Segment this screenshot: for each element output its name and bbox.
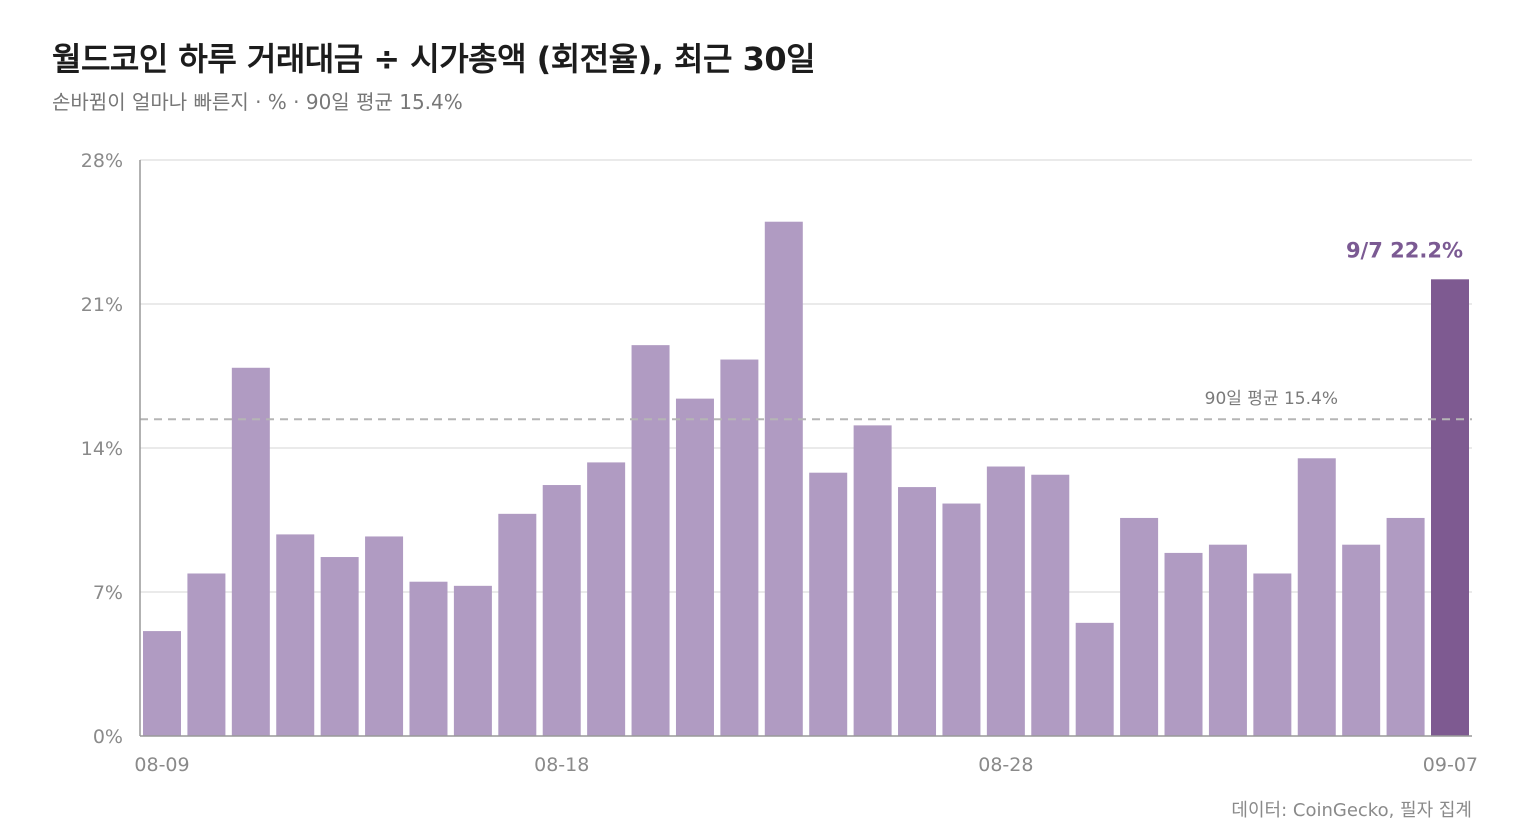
bar <box>1075 622 1114 736</box>
x-tick-label: 08-28 <box>978 754 1033 776</box>
x-tick-label: 08-18 <box>534 754 589 776</box>
bar <box>1253 573 1292 736</box>
bar <box>587 462 626 736</box>
bar <box>276 534 315 736</box>
bar <box>365 536 404 736</box>
y-tick-label: 21% <box>81 294 123 316</box>
y-tick-label: 14% <box>81 438 123 460</box>
y-tick-label: 28% <box>81 150 123 172</box>
x-tick-label: 09-07 <box>1423 754 1478 776</box>
grid-lines <box>140 159 1472 593</box>
chart-subtitle: 손바뀜이 얼마나 빠른지 · % · 90일 평균 15.4% <box>52 90 463 114</box>
bar <box>231 367 270 736</box>
bar <box>320 557 359 736</box>
highlight-bar <box>1431 279 1469 736</box>
chart-title: 월드코인 하루 거래대금 ÷ 시가총액 (회전율), 최근 30일 <box>52 40 816 78</box>
average-label: 90일 평균 15.4% <box>1205 389 1338 409</box>
bar <box>1342 544 1381 736</box>
bar <box>1164 552 1203 736</box>
y-tick-label: 0% <box>93 726 123 748</box>
bar <box>986 466 1025 736</box>
bar <box>898 487 937 736</box>
bar <box>809 472 848 736</box>
bar <box>764 221 803 736</box>
x-tick-label: 08-09 <box>134 754 189 776</box>
average-line-group: 90일 평균 15.4% 9/7 22.2% <box>140 238 1472 421</box>
bar <box>187 573 226 736</box>
bar <box>453 585 492 736</box>
bar <box>1208 544 1247 736</box>
bar <box>1386 517 1425 736</box>
bar <box>720 359 759 736</box>
data-source-note: 데이터: CoinGecko, 필자 집계 <box>1231 800 1472 821</box>
bar <box>143 631 181 736</box>
bar <box>498 513 537 736</box>
bar <box>942 503 981 736</box>
axes: 0% 7% 14% 21% 28% 08-09 08-18 08-28 09-07 <box>81 150 1478 776</box>
bar <box>675 398 714 736</box>
highlight-value-label: 9/7 22.2% <box>1346 238 1463 262</box>
bar <box>853 425 892 736</box>
bar <box>1031 474 1070 736</box>
bar <box>1297 458 1336 736</box>
bar <box>631 345 670 736</box>
bar <box>1120 517 1159 736</box>
bar <box>542 485 581 736</box>
y-tick-label: 7% <box>93 582 123 604</box>
bar <box>409 581 448 736</box>
bars <box>143 221 1469 736</box>
